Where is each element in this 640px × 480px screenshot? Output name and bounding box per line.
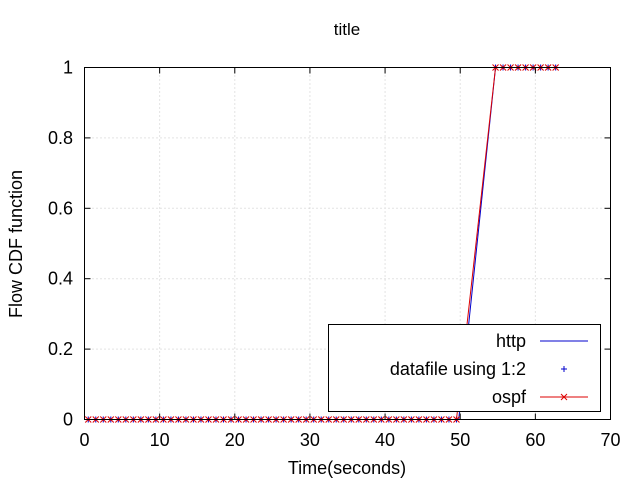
legend-sample-ospf: [540, 393, 588, 401]
x-tick-label: 10: [150, 430, 170, 450]
legend-label-ospf: ospf: [492, 387, 527, 407]
x-tick-label: 30: [300, 430, 320, 450]
legend-label-http: http: [496, 331, 526, 351]
x-tick-label: 50: [450, 430, 470, 450]
x-tick-label: 70: [600, 430, 620, 450]
tick-layer: 0 10 20 30 40 50 60 70 0 0.2 0.4 0.6 0.8 1: [48, 58, 621, 451]
x-tick-label: 60: [525, 430, 545, 450]
x-axis-title: Time(seconds): [288, 458, 406, 478]
y-tick-label: 0.6: [48, 198, 73, 218]
legend: http datafile using 1:2 ospf: [328, 324, 601, 412]
legend-marker: [560, 393, 568, 401]
legend-marker: [561, 366, 567, 372]
y-tick-label: 1: [63, 58, 73, 78]
y-tick-label: 0.4: [48, 269, 73, 289]
x-tick-label: 0: [79, 430, 89, 450]
y-tick-label: 0.8: [48, 128, 73, 148]
chart-title: title: [334, 20, 360, 39]
grid-layer: [84, 67, 611, 420]
legend-sample-datafile: [561, 366, 567, 372]
x-tick-label: 40: [375, 430, 395, 450]
x-tick-label: 20: [225, 430, 245, 450]
y-tick-label: 0.2: [48, 339, 73, 359]
plot-frame: [84, 67, 611, 420]
y-tick-label: 0: [63, 410, 73, 430]
y-axis-title: Flow CDF function: [6, 170, 26, 318]
legend-label-datafile: datafile using 1:2: [390, 359, 526, 379]
